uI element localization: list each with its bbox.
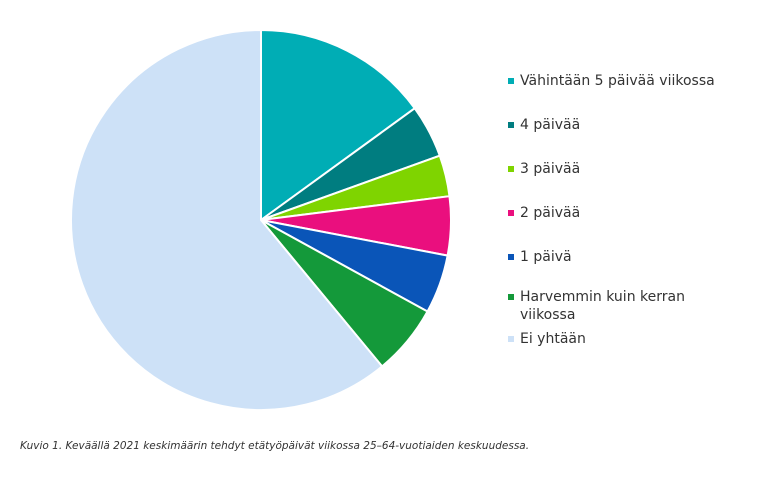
legend-label: 2 päivää [520,205,581,221]
pie-chart [70,28,452,411]
legend-label: Ei yhtään [520,331,586,347]
legend-item-0: Vähintään 5 päivää viikossa [508,72,743,90]
legend-swatch [508,254,514,260]
legend-label: 3 päivää [520,161,581,177]
legend-swatch [508,78,514,84]
legend-swatch [508,294,514,300]
legend-swatch [508,336,514,342]
legend-item-1: 4 päivää [508,116,743,134]
legend-label: Harvemmin kuin kerran viikossa [520,289,685,323]
legend-label: 1 päivä [520,249,572,265]
legend-item-3: 2 päivää [508,204,743,222]
legend-item-2: 3 päivää [508,160,743,178]
legend-swatch [508,166,514,172]
pie-slice-0 [260,28,417,222]
pie-slice-6 [70,28,384,411]
legend-swatch [508,210,514,216]
legend-label: Vähintään 5 päivää viikossa [520,73,715,89]
legend-item-5: Harvemmin kuin kerran viikossa [508,288,743,324]
figure-caption: Kuvio 1. Keväällä 2021 keskimäärin tehdy… [20,440,530,452]
legend-item-6: Ei yhtään [508,330,743,348]
legend-label: 4 päivää [520,117,581,133]
legend-item-4: 1 päivä [508,248,743,266]
legend-swatch [508,122,514,128]
